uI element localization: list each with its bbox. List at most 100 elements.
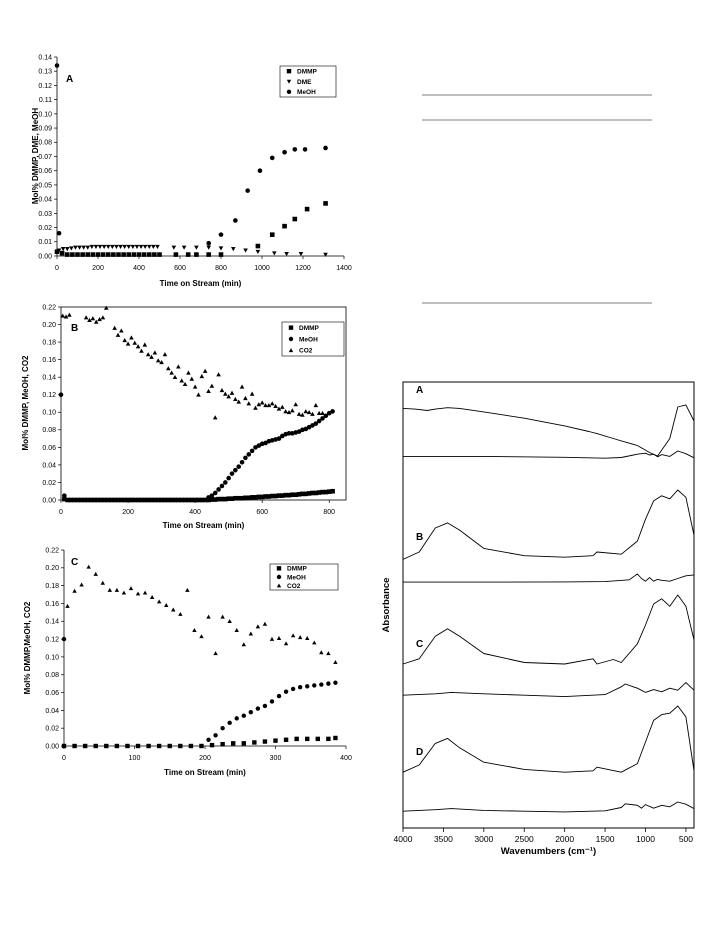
- data-point: [269, 493, 275, 499]
- data-point: [220, 614, 225, 619]
- data-point: [330, 409, 335, 414]
- legend-label-dmmp: DMMP: [299, 325, 320, 332]
- series-dmmp: [62, 488, 335, 503]
- data-point: [269, 636, 275, 641]
- y-tick-label: 0.20: [42, 322, 56, 329]
- data-point: [227, 720, 232, 726]
- data-point: [155, 497, 161, 503]
- data-point: [262, 621, 268, 626]
- data-point: [243, 395, 248, 401]
- data-point: [92, 497, 97, 503]
- x-tick-label: 400: [133, 265, 145, 272]
- data-point: [130, 244, 136, 250]
- data-point: [226, 496, 231, 501]
- data-point: [142, 342, 148, 347]
- data-point: [149, 497, 154, 503]
- legend-marker-meoh: [288, 336, 294, 342]
- x-tick-label: 600: [256, 509, 268, 516]
- y-axis-label: Mol% DMMP, MeOH, CO2: [21, 355, 30, 451]
- data-point: [164, 603, 169, 607]
- y-tick-label: 0.06: [42, 445, 56, 452]
- x-axis-label: Time on Stream (min): [163, 521, 245, 530]
- data-point: [300, 491, 305, 497]
- series-co2: [60, 305, 325, 420]
- data-point: [95, 497, 101, 503]
- spectrum-label-b: B: [416, 532, 423, 543]
- legend-label-dmmp: DMMP: [287, 566, 308, 573]
- data-point: [323, 201, 328, 206]
- data-point: [194, 245, 199, 250]
- data-point: [78, 497, 84, 503]
- y-tick-label: 0.13: [38, 69, 52, 76]
- data-point: [97, 316, 102, 322]
- legend-label-dme: DME: [297, 79, 312, 86]
- data-point: [326, 489, 332, 494]
- data-point: [269, 155, 275, 161]
- x-tick-label: 2000: [555, 834, 574, 844]
- spectrum-D-lower: [402, 801, 695, 813]
- x-tick-label: 0: [62, 755, 66, 762]
- data-point: [77, 245, 82, 250]
- data-point: [86, 564, 91, 569]
- series-meoh: [58, 392, 335, 500]
- x-tick-label: 200: [122, 509, 134, 516]
- data-point: [219, 388, 225, 393]
- data-point: [149, 595, 155, 599]
- data-point: [81, 245, 86, 250]
- data-point: [323, 489, 329, 495]
- data-point: [149, 354, 154, 359]
- data-point: [233, 218, 238, 223]
- data-point: [286, 431, 292, 436]
- data-point: [243, 455, 248, 461]
- y-tick-label: 0.02: [38, 225, 52, 232]
- x-tick-label: 1500: [596, 834, 615, 844]
- data-point: [276, 406, 282, 411]
- data-point: [97, 244, 103, 250]
- data-point: [85, 252, 91, 257]
- data-point: [273, 403, 278, 408]
- x-tick-label: 800: [215, 265, 227, 272]
- data-point: [60, 247, 66, 252]
- y-tick-label: 0.03: [38, 211, 52, 218]
- data-point: [69, 246, 74, 251]
- data-point: [129, 335, 134, 340]
- data-point: [259, 494, 265, 500]
- data-point: [218, 252, 224, 257]
- data-point: [67, 312, 72, 317]
- y-tick-label: 0.00: [45, 743, 59, 750]
- data-point: [273, 738, 278, 743]
- data-point: [233, 396, 238, 401]
- data-point: [178, 611, 183, 616]
- data-point: [255, 706, 261, 711]
- y-tick-label: 0.10: [42, 410, 56, 417]
- data-point: [333, 735, 338, 741]
- data-point: [253, 405, 258, 410]
- y-tick-label: 0.18: [42, 339, 56, 346]
- y-tick-label: 0.02: [42, 480, 56, 487]
- data-point: [209, 383, 215, 388]
- data-point: [89, 244, 95, 250]
- data-point: [88, 497, 94, 503]
- data-point: [216, 372, 221, 377]
- data-point: [206, 240, 211, 246]
- data-point: [61, 636, 67, 642]
- data-point: [165, 366, 171, 371]
- data-point: [290, 492, 295, 498]
- data-point: [146, 743, 151, 749]
- data-point: [173, 252, 179, 257]
- spectrum-label-c: C: [416, 639, 423, 650]
- y-tick-label: 0.08: [45, 672, 59, 679]
- data-point: [189, 497, 195, 503]
- data-point: [79, 582, 84, 587]
- data-point: [218, 232, 224, 237]
- x-tick-label: 0: [59, 509, 63, 516]
- data-point: [105, 244, 111, 250]
- data-point: [189, 376, 195, 381]
- data-point: [155, 358, 161, 363]
- y-tick-label: 0.07: [38, 154, 52, 161]
- data-point: [273, 493, 278, 499]
- data-point: [320, 416, 325, 421]
- data-point: [156, 743, 162, 749]
- data-point: [296, 411, 302, 416]
